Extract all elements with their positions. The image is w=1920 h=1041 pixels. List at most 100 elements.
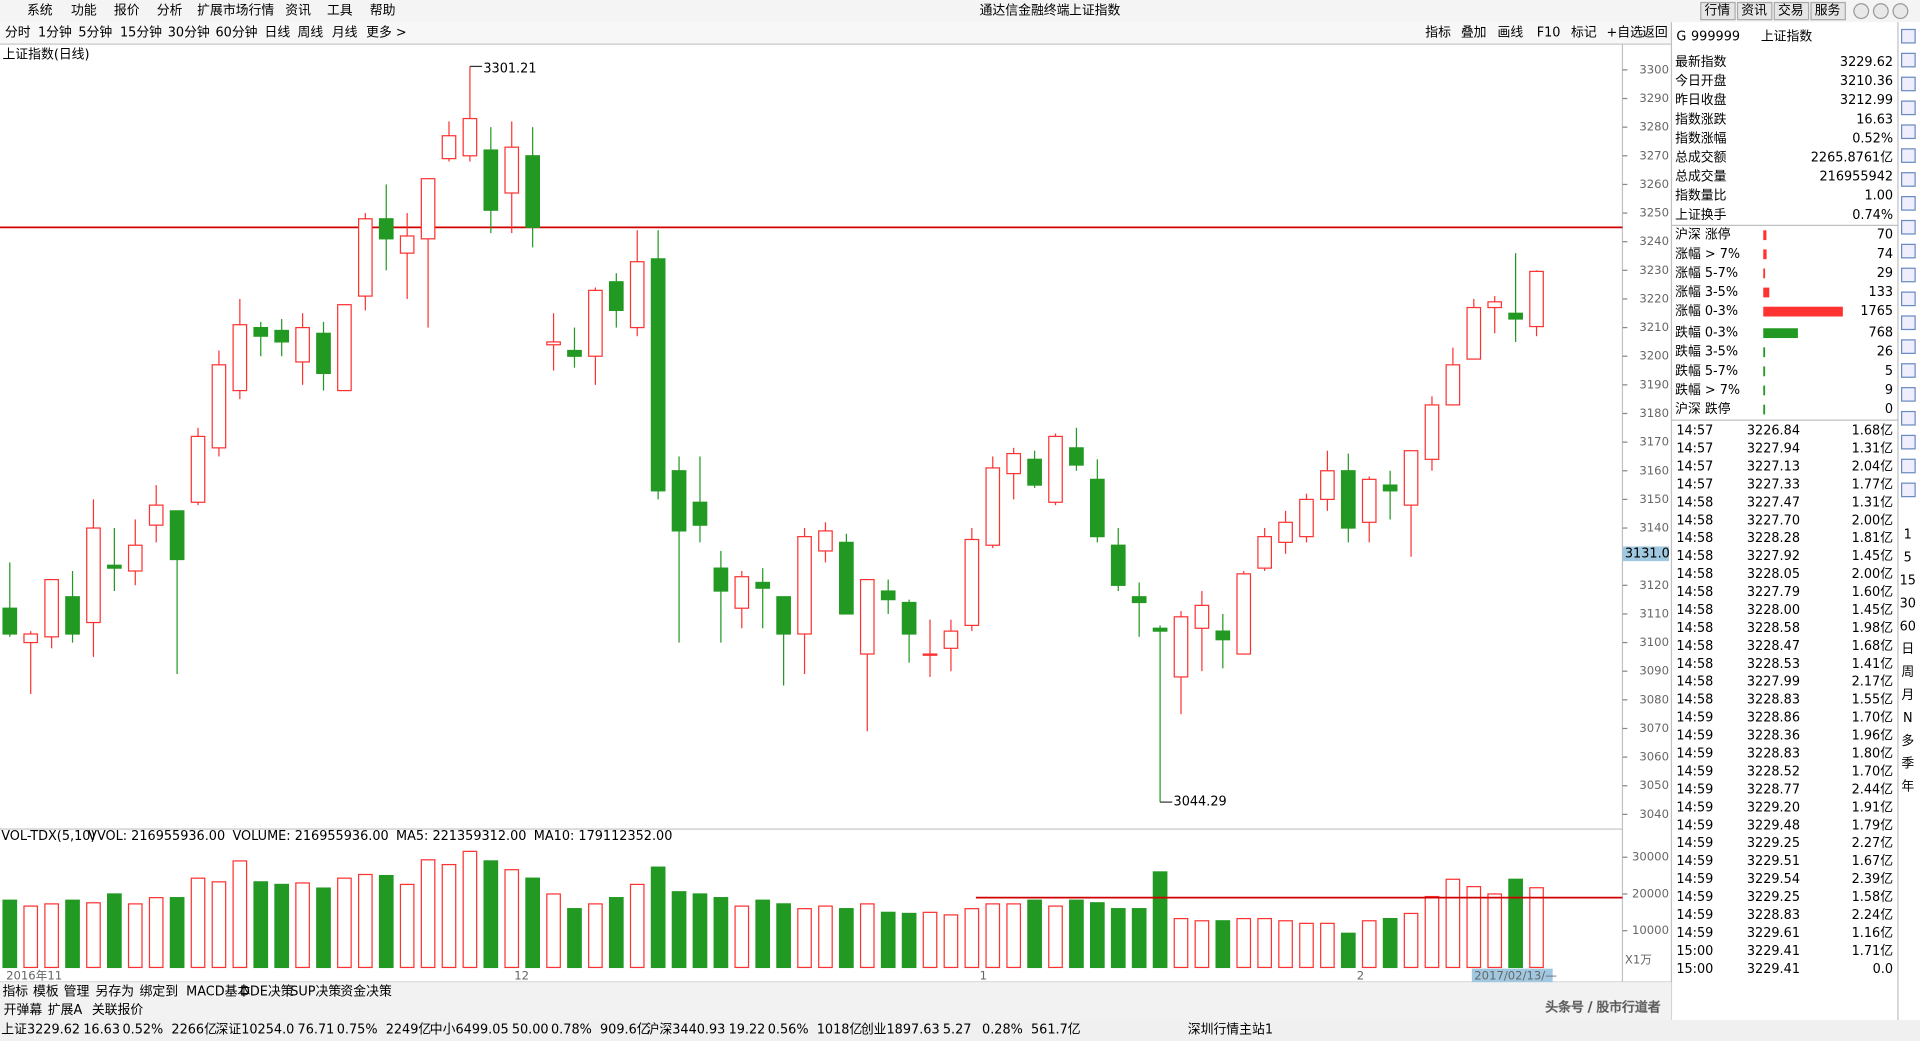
bottom-tab[interactable]: 关联报价 bbox=[92, 1003, 144, 1018]
bottom-tab[interactable]: SUP决策 bbox=[290, 983, 341, 999]
bottom-tab[interactable]: 另存为 bbox=[96, 984, 135, 999]
side-icon[interactable] bbox=[1901, 148, 1916, 163]
volume-bar bbox=[1173, 917, 1189, 969]
bottom-tab[interactable]: DDE决策 bbox=[240, 983, 294, 999]
side-icon[interactable] bbox=[1901, 410, 1916, 426]
menu-item[interactable]: 帮助 bbox=[370, 4, 396, 19]
toolbar-button[interactable]: F10 bbox=[1537, 26, 1561, 41]
period-tab[interactable]: 日线 bbox=[264, 26, 290, 41]
bottom-tab[interactable]: 指标 bbox=[2, 984, 28, 999]
menu-item[interactable]: 工具 bbox=[327, 4, 353, 19]
side-icon-label[interactable]: 月 bbox=[1901, 688, 1914, 703]
bottom-tab[interactable]: 开弹幕 bbox=[4, 1003, 43, 1018]
period-tab[interactable]: 周线 bbox=[298, 26, 324, 41]
maximize-button[interactable] bbox=[1872, 3, 1889, 20]
bottom-tab[interactable]: 绑定到 bbox=[140, 984, 179, 999]
side-icon[interactable] bbox=[1901, 124, 1916, 140]
toolbar-button[interactable]: 画线 bbox=[1498, 26, 1524, 41]
side-icon[interactable] bbox=[1901, 315, 1916, 331]
menu-item[interactable]: 资讯 bbox=[285, 4, 311, 19]
side-icon[interactable] bbox=[1901, 100, 1916, 116]
close-button[interactable] bbox=[1892, 3, 1909, 20]
side-icon-label[interactable]: 1 bbox=[1904, 528, 1912, 543]
toolbar-button[interactable]: 返回 bbox=[1642, 26, 1668, 41]
period-tab[interactable]: 1分钟 bbox=[38, 25, 72, 41]
volume-bar bbox=[839, 908, 854, 969]
side-icon[interactable] bbox=[1901, 291, 1916, 307]
top-button-label[interactable]: 服务 bbox=[1815, 3, 1841, 19]
menu-item[interactable]: 系统 bbox=[27, 4, 53, 19]
y-tick-label: 3090 bbox=[1639, 664, 1669, 678]
side-icon[interactable] bbox=[1901, 267, 1916, 283]
bottom-tab[interactable]: 资金决策 bbox=[340, 983, 392, 999]
side-icon[interactable] bbox=[1901, 172, 1916, 187]
menu-item[interactable]: 报价 bbox=[114, 4, 140, 19]
top-button[interactable] bbox=[1810, 1, 1846, 21]
side-icon[interactable] bbox=[1901, 363, 1916, 378]
period-tab[interactable]: 60分钟 bbox=[216, 25, 258, 41]
toolbar-button[interactable]: 叠加 bbox=[1461, 26, 1487, 41]
side-icon-label[interactable]: 周 bbox=[1901, 665, 1914, 680]
menu-item[interactable]: 分析 bbox=[157, 4, 183, 19]
y-tick-label: 3180 bbox=[1639, 406, 1669, 420]
tick-time: 14:59 bbox=[1676, 836, 1713, 851]
candle-body bbox=[2, 607, 18, 635]
side-icon[interactable] bbox=[1901, 339, 1916, 354]
menu-item[interactable]: 扩展市场行情 bbox=[197, 3, 274, 19]
side-icon-label[interactable]: 30 bbox=[1900, 596, 1916, 611]
side-icon[interactable] bbox=[1901, 482, 1916, 498]
side-icon-label[interactable]: 多 bbox=[1901, 734, 1914, 749]
tick-amount: 1.55亿 bbox=[1852, 693, 1894, 708]
top-button-label[interactable]: 行情 bbox=[1704, 4, 1730, 19]
side-icon[interactable] bbox=[1901, 52, 1916, 68]
side-icon[interactable] bbox=[1901, 28, 1916, 44]
top-button-label[interactable]: 交易 bbox=[1778, 3, 1804, 19]
period-tab[interactable]: 30分钟 bbox=[168, 25, 210, 41]
bottom-tab[interactable]: 模板 bbox=[33, 984, 59, 999]
side-icon[interactable] bbox=[1901, 387, 1916, 402]
tick-price: 3228.28 bbox=[1747, 531, 1800, 546]
top-button-label[interactable]: 资讯 bbox=[1741, 4, 1767, 19]
side-icon[interactable] bbox=[1901, 243, 1916, 259]
side-icon-label[interactable]: 60 bbox=[1900, 619, 1916, 634]
side-icon[interactable] bbox=[1901, 458, 1916, 474]
index-name: 中小 bbox=[430, 1022, 456, 1037]
top-button[interactable] bbox=[1700, 1, 1736, 21]
tick-amount: 1.81亿 bbox=[1852, 531, 1894, 546]
period-tab[interactable]: 15分钟 bbox=[120, 25, 162, 41]
period-tab[interactable]: 5分钟 bbox=[78, 25, 112, 41]
side-icon[interactable] bbox=[1901, 434, 1916, 450]
side-icon-label[interactable]: 15 bbox=[1900, 573, 1916, 588]
toolbar-button[interactable]: +自选 bbox=[1607, 26, 1644, 41]
volume-bar bbox=[1445, 878, 1461, 969]
side-icon[interactable] bbox=[1901, 219, 1916, 235]
breadth-bar bbox=[1763, 404, 1766, 415]
bottom-tab[interactable]: MACD基本 bbox=[186, 984, 250, 999]
side-icon-label[interactable]: 年 bbox=[1901, 780, 1914, 795]
menu-item[interactable]: 功能 bbox=[71, 4, 97, 19]
side-icon[interactable] bbox=[1901, 76, 1916, 92]
candle-body bbox=[295, 326, 310, 363]
y-tick-label: 3040 bbox=[1639, 807, 1669, 821]
toolbar-button[interactable]: 指标 bbox=[1425, 26, 1451, 41]
index-value: 5.27 bbox=[943, 1022, 972, 1037]
breadth-value: 9 bbox=[1885, 383, 1893, 398]
side-icon-label[interactable]: 季 bbox=[1901, 757, 1914, 772]
bottom-tab[interactable]: 管理 bbox=[64, 984, 90, 999]
top-button[interactable] bbox=[1736, 1, 1773, 21]
side-icon-label[interactable]: 日 bbox=[1901, 642, 1914, 657]
side-icon-label[interactable]: N bbox=[1903, 711, 1913, 726]
bottom-tab[interactable]: 扩展A bbox=[48, 1003, 83, 1018]
side-icon-label[interactable]: 5 bbox=[1904, 551, 1912, 566]
side-icon[interactable] bbox=[1901, 196, 1916, 211]
volume-bar bbox=[211, 881, 227, 969]
candle-body bbox=[1131, 596, 1147, 604]
period-tab[interactable]: 更多 > bbox=[366, 26, 407, 41]
minimize-button[interactable] bbox=[1853, 3, 1870, 20]
candle-body bbox=[1445, 364, 1461, 406]
period-tab[interactable]: 分时 bbox=[5, 26, 31, 41]
tick-amount: 1.58亿 bbox=[1852, 890, 1894, 905]
period-tab[interactable]: 月线 bbox=[332, 26, 358, 41]
toolbar-button[interactable]: 标记 bbox=[1571, 26, 1597, 41]
top-button[interactable] bbox=[1773, 1, 1810, 21]
